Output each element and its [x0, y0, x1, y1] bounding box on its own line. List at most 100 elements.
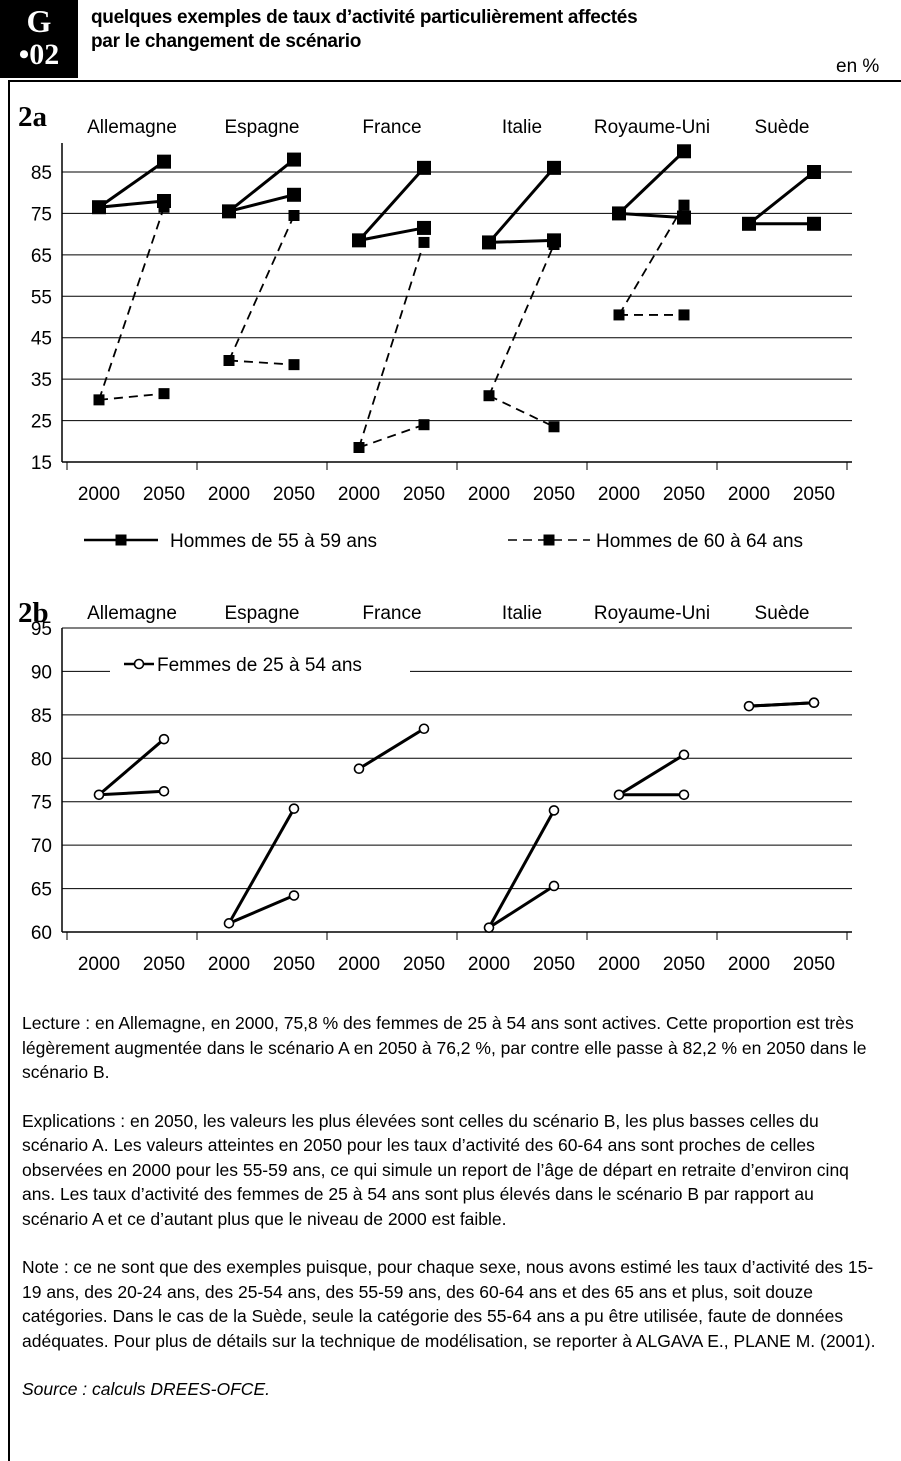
legend-label: Hommes de 60 à 64 ans [596, 531, 803, 552]
title-line-1: quelques exemples de taux d’activité par… [91, 7, 638, 28]
x-tick-label: 2000 [598, 484, 640, 505]
country-label: Allemagne [87, 603, 177, 624]
figure-frame [8, 80, 901, 1461]
series-0-marker-2000 [353, 763, 365, 775]
series-1-scenario-a-line [228, 359, 295, 366]
series-0-scenario-a-line [358, 226, 425, 242]
series-1-marker-2050-a [678, 309, 690, 321]
legend-background [110, 648, 410, 680]
series-0-marker-2050-a [287, 187, 301, 202]
series-0-marker-2050-a [678, 789, 690, 801]
series-0-marker-2000 [222, 204, 236, 219]
series-0-marker-2000 [482, 235, 496, 250]
y-tick-label: 35 [31, 370, 52, 391]
figure-number-badge: G •02 [0, 0, 78, 78]
series-1-scenario-a-line [488, 394, 555, 428]
series-1-marker-2050-a [158, 388, 170, 400]
series-0-marker-2000 [743, 700, 755, 712]
x-tick-label: 2000 [338, 954, 380, 975]
lecture-text: Lecture : en Allemagne, en 2000, 75,8 % … [22, 1013, 867, 1082]
series-0-marker-2050-b [677, 144, 691, 159]
series-1-scenario-b-line [358, 242, 425, 448]
x-tick-label: 2050 [403, 954, 445, 975]
series-0-marker-2050-b [158, 733, 170, 745]
series-0-marker-2000 [613, 789, 625, 801]
series-0-marker-2050-b [548, 805, 560, 816]
series-0-marker-2050-b [288, 803, 300, 814]
series-0-marker-2000 [93, 789, 105, 801]
series-1-marker-2050-a [418, 419, 430, 431]
figure-title: quelques exemples de taux d’activité par… [91, 6, 638, 54]
series-1-marker-2050-a [548, 421, 560, 433]
y-tick-label: 55 [31, 287, 52, 308]
country-label: Allemagne [87, 117, 177, 138]
x-tick-label: 2000 [728, 954, 770, 975]
series-0-scenario-b-line [748, 701, 815, 708]
series-1-marker-2000 [483, 390, 495, 402]
x-tick-label: 2000 [598, 954, 640, 975]
series-0-marker-2000 [483, 922, 495, 933]
series-1-marker-2000 [93, 394, 105, 406]
series-1-marker-2000 [353, 442, 365, 453]
series-0-scenario-b-line [228, 158, 295, 213]
series-1-marker-2050-b [678, 199, 690, 211]
series-0-marker-2050-a [807, 216, 821, 231]
series-0-scenario-b-line [98, 738, 165, 796]
y-tick-label: 75 [31, 204, 52, 225]
x-tick-label: 2050 [793, 954, 835, 975]
x-tick-label: 2050 [663, 954, 705, 975]
note-text: Note : ce ne sont que des exemples puisq… [22, 1257, 876, 1351]
legend-marker [115, 534, 127, 546]
series-0-marker-2050-b [547, 160, 561, 175]
country-label: France [362, 117, 421, 138]
source-text: Source : calculs DREES-OFCE. [22, 1379, 270, 1399]
series-1-marker-2000 [223, 355, 235, 366]
y-tick-label: 15 [31, 453, 52, 474]
series-0-scenario-a-line [488, 884, 555, 929]
series-1-scenario-a-line [98, 392, 165, 401]
x-tick-label: 2050 [403, 484, 445, 505]
country-label: Espagne [224, 603, 299, 624]
series-0-marker-2050-b [287, 152, 301, 167]
title-line-2: par le changement de scénario [91, 31, 362, 52]
series-0-marker-2050-a [548, 880, 560, 892]
series-1-marker-2000 [613, 309, 625, 321]
country-label: France [362, 603, 421, 624]
series-0-scenario-b-line [618, 753, 685, 797]
x-tick-label: 2050 [143, 484, 185, 505]
series-0-marker-2000 [612, 206, 626, 221]
unit-label: en % [836, 56, 880, 77]
y-tick-label: 85 [31, 163, 52, 184]
series-0-marker-2050-a [677, 210, 691, 225]
series-0-marker-2050-a [158, 785, 170, 797]
y-tick-label: 85 [31, 706, 52, 727]
series-0-marker-2050-a [417, 220, 431, 235]
y-tick-label: 65 [31, 880, 52, 901]
legend-marker [133, 658, 145, 670]
x-tick-label: 2050 [273, 484, 315, 505]
series-1-marker-2050-b [288, 210, 300, 221]
series-0-scenario-a-line [228, 193, 295, 213]
series-0-scenario-a-line [228, 894, 295, 925]
series-0-scenario-b-line [748, 170, 815, 225]
legend-marker [543, 534, 555, 546]
y-tick-label: 90 [31, 662, 52, 683]
country-label: Italie [502, 117, 542, 138]
badge-letter: G [26, 3, 52, 39]
series-0-marker-2050-b [418, 723, 430, 735]
series-0-marker-2000 [92, 200, 106, 215]
legend-label: Femmes de 25 à 54 ans [157, 655, 362, 676]
series-0-scenario-b-line [98, 160, 165, 209]
legend-label: Hommes de 55 à 59 ans [170, 531, 377, 552]
series-0-scenario-b-line [357, 166, 426, 242]
x-tick-label: 2000 [78, 954, 120, 975]
x-tick-label: 2050 [793, 484, 835, 505]
series-0-marker-2050-b [807, 165, 821, 179]
y-tick-label: 25 [31, 412, 52, 433]
country-label: Suède [755, 603, 810, 624]
series-1-scenario-a-line [358, 423, 425, 449]
series-0-scenario-a-line [98, 199, 165, 209]
series-0-marker-2050-a [288, 890, 300, 901]
series-1-marker-2050-b [548, 239, 560, 250]
series-0-scenario-b-line [358, 727, 425, 770]
